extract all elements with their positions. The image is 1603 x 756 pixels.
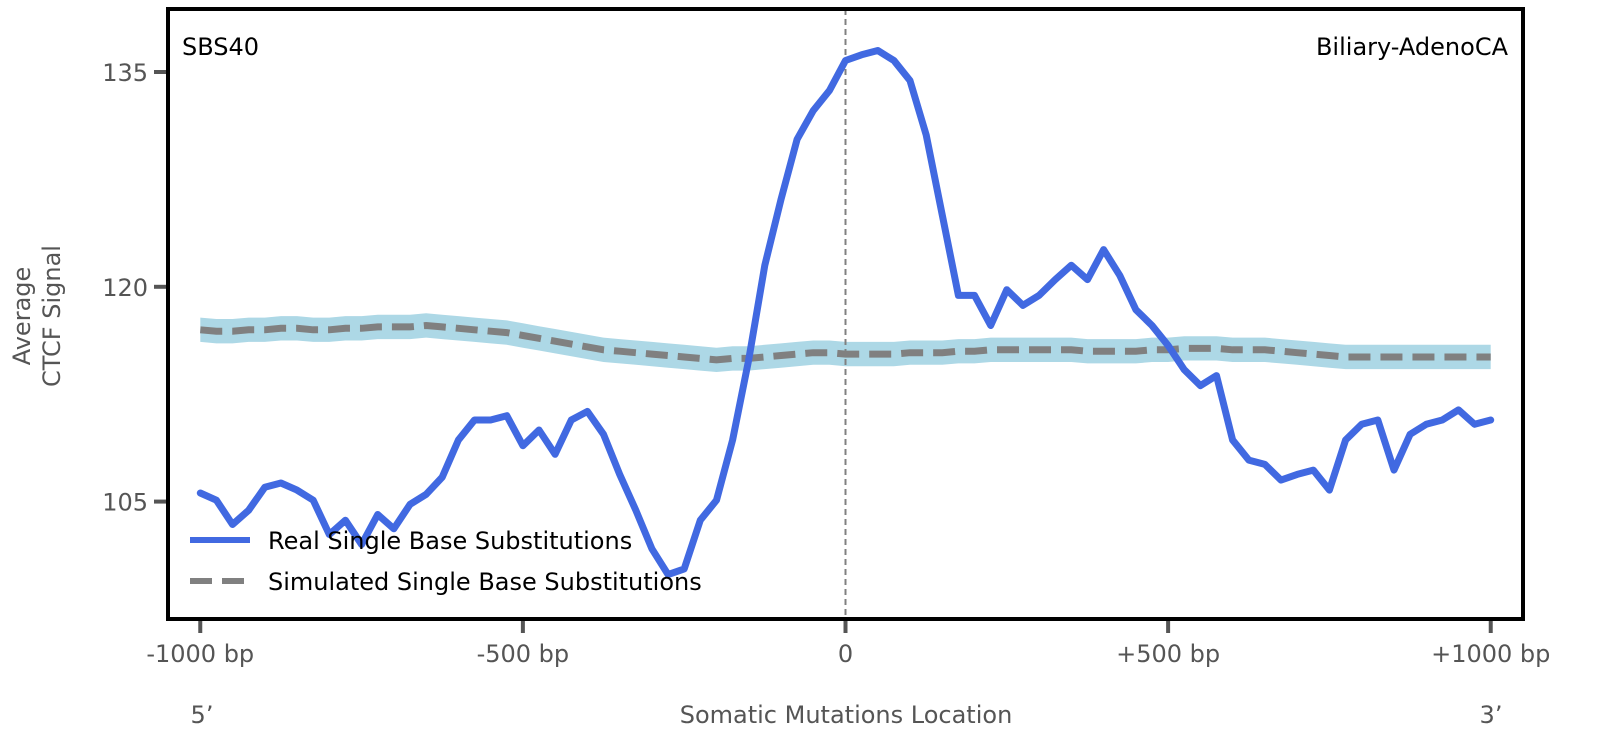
- y-tick-label: 105: [102, 489, 148, 517]
- x-axis-3prime-label: 3’: [1480, 701, 1503, 729]
- plot-frame: [166, 7, 1525, 621]
- y-axis-title-line1: Average: [8, 267, 36, 366]
- x-tick-label: -1000 bp: [146, 640, 254, 668]
- x-axis: -1000 bp -500 bp 0 +500 bp +1000 bp Somatic …: [146, 621, 1550, 729]
- y-axis-title-line2: CTCF Signal: [38, 245, 66, 387]
- plot-area: [196, 9, 1495, 619]
- signature-label: SBS40: [182, 33, 259, 61]
- cancer-type-label: Biliary-AdenoCA: [1316, 33, 1509, 61]
- y-axis: 105 120 135 Average CTCF Signal: [8, 59, 166, 517]
- x-axis-title: Somatic Mutations Location: [680, 701, 1013, 729]
- x-tick-label: 0: [838, 640, 853, 668]
- y-tick-label: 120: [102, 274, 148, 302]
- simulated-series-line: [199, 321, 1491, 364]
- real-series-line: [196, 47, 1495, 579]
- legend-real-label: Real Single Base Substitutions: [268, 527, 632, 555]
- x-axis-5prime-label: 5’: [191, 701, 214, 729]
- x-tick-label: +500 bp: [1116, 640, 1220, 668]
- y-tick-label: 135: [102, 59, 148, 87]
- legend-simulated-label: Simulated Single Base Substitutions: [268, 568, 702, 596]
- x-tick-label: -500 bp: [477, 640, 570, 668]
- legend: Real Single Base Substitutions Simulated…: [190, 527, 702, 596]
- x-tick-label: +1000 bp: [1431, 640, 1550, 668]
